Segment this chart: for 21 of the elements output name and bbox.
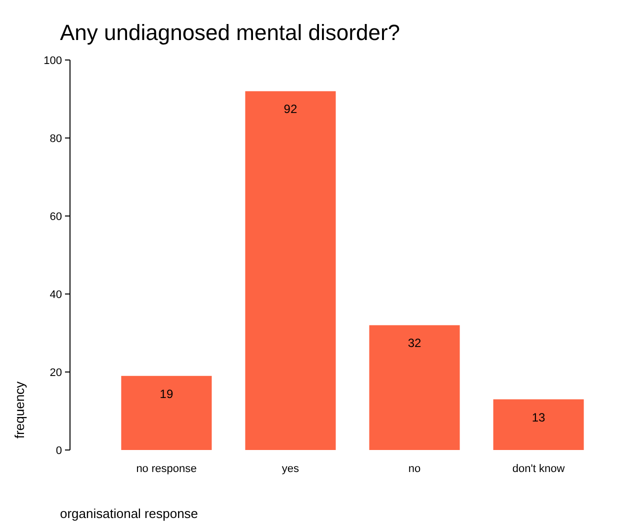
y-tick-label: 40	[50, 288, 62, 301]
bar	[369, 325, 460, 450]
x-axis-title: organisational response	[60, 506, 198, 521]
bar	[121, 376, 212, 450]
data-label: 19	[160, 386, 174, 401]
x-tick-label: no	[408, 463, 421, 475]
y-tick-label: 60	[50, 210, 62, 223]
bar	[245, 91, 336, 450]
bar	[493, 399, 584, 450]
y-tick-label: 80	[50, 132, 62, 145]
data-label: 32	[408, 336, 422, 350]
x-tick-label: no response	[136, 463, 197, 475]
y-axis-title: frequency	[12, 380, 27, 439]
x-tick-label: yes	[282, 463, 300, 475]
y-tick-label: 0	[56, 444, 62, 457]
chart-title: Any undiagnosed mental disorder?	[60, 20, 400, 45]
data-label: 92	[284, 102, 298, 116]
y-tick-label: 100	[44, 54, 62, 67]
y-tick-label: 20	[50, 366, 62, 379]
x-tick-label: don't know	[512, 463, 565, 475]
data-label: 13	[532, 410, 546, 424]
